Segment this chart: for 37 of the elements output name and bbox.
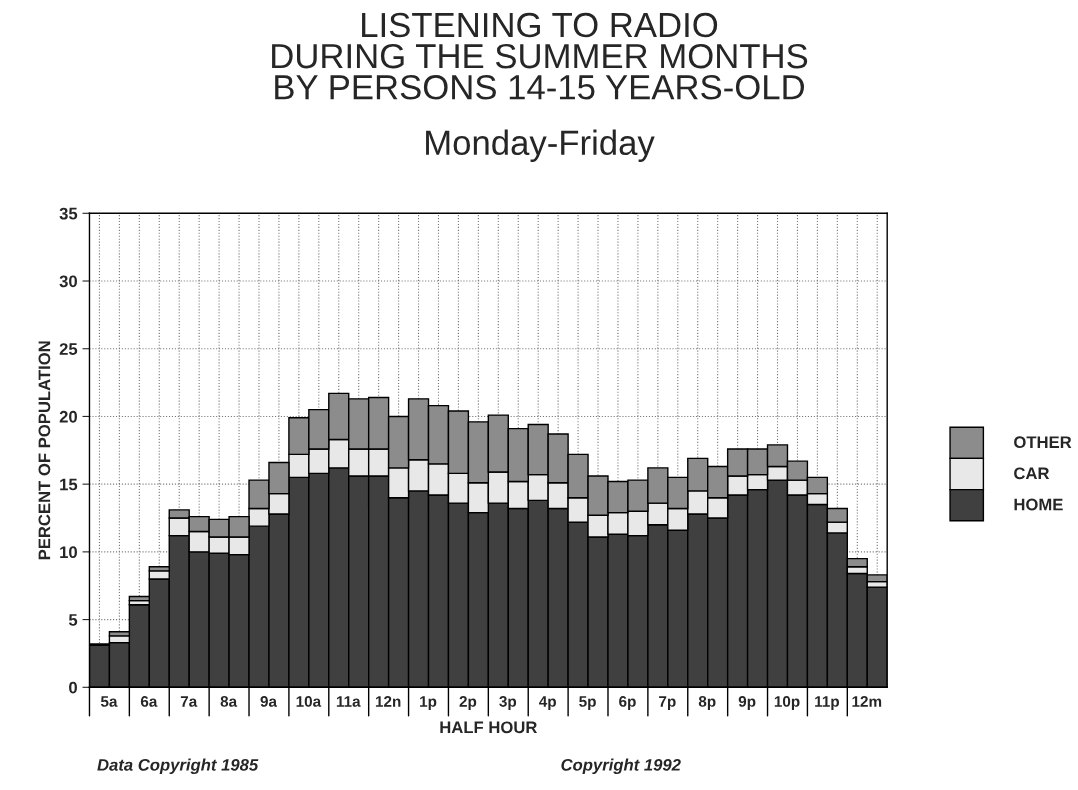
chart-title: LISTENING TO RADIO DURING THE SUMMER MONTHS BY PERSONS 14-15 YEARS-OLD (272, 12, 808, 100)
x-tick-label: 6p (619, 696, 636, 710)
x-tick-label: 8a (220, 696, 238, 707)
x-tick-label: 4p (539, 696, 556, 710)
x-tick-label: 12m (852, 696, 882, 707)
x-tick-label: 10a (296, 696, 322, 707)
y-axis-title: PERCENT OF POPULATION (38, 341, 51, 560)
y-tick-label: 5 (68, 614, 78, 626)
legend-label: OTHER (1014, 436, 1072, 449)
x-tick-label: 12n (375, 696, 401, 707)
y-tick-label: 30 (59, 275, 77, 288)
x-tick-label: 2p (459, 696, 477, 710)
text: Copyright 1992 (561, 758, 681, 775)
y-tick-label: 25 (59, 343, 78, 355)
x-tick-label: 7a (180, 696, 198, 707)
legend-label: CAR (1014, 467, 1050, 480)
x-tick-label: 9p (738, 696, 756, 710)
x-tick-label: 1p (420, 696, 437, 710)
x-tick-label: 3p (499, 696, 517, 710)
text: Data Copyright 1985 (97, 758, 259, 775)
x-tick-label: 5a (100, 696, 118, 707)
x-tick-label: 8p (698, 696, 716, 710)
x-tick-label: 10p (774, 696, 800, 710)
x-tick-label: 6a (140, 696, 158, 707)
legend-label: HOME (1014, 498, 1063, 511)
y-tick-label: 15 (60, 478, 78, 491)
x-tick-label: 7p (659, 696, 676, 710)
x-tick-label: 5p (579, 696, 596, 710)
chart-subtitle: Monday-Friday (426, 129, 655, 162)
x-tick-label: 11a (336, 696, 361, 707)
y-tick-label: 10 (60, 546, 77, 559)
y-tick-label: 0 (69, 681, 77, 694)
y-tick-label: 20 (59, 410, 77, 423)
x-tick-label: 9a (260, 696, 278, 707)
y-tick-label: 35 (59, 207, 78, 220)
x-axis-title: HALF HOUR (440, 721, 538, 734)
x-tick-label: 11p (815, 696, 840, 710)
